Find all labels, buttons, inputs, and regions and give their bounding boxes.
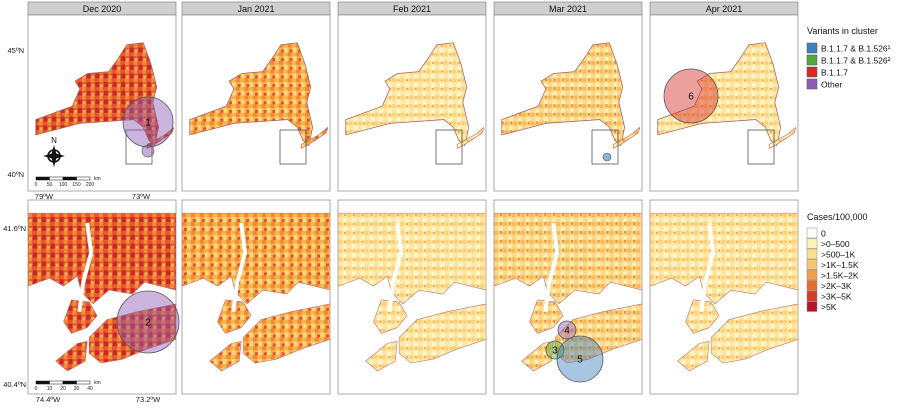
variants-legend: Variants in cluster B.1.1.7 & B.1.526¹ B.1… [806, 26, 891, 90]
legend-swatch [806, 78, 818, 90]
lat-label: 41.6ºN [3, 224, 26, 233]
scale-tick: 0 [35, 386, 38, 392]
cluster-circle [545, 340, 565, 360]
legend-swatch [806, 248, 818, 260]
legend-title: Cases/100,000 [807, 212, 868, 222]
month-label: Feb 2021 [393, 4, 431, 14]
cluster-number: 4 [564, 326, 570, 337]
legend-swatch [806, 280, 818, 291]
legend-label: >2K–3K [821, 281, 852, 291]
legend-swatch [806, 42, 818, 54]
legend-swatch [806, 227, 818, 239]
cluster-circle [556, 335, 604, 383]
cluster-3: 3 [545, 340, 565, 360]
panel-column-2: Jan 2021 [181, 1, 331, 395]
cluster-1: 1 [122, 96, 174, 148]
cluster-circle [116, 290, 180, 354]
cluster-number: 3 [552, 346, 558, 357]
cluster-marker-small [141, 144, 155, 158]
north-label: N [51, 136, 57, 145]
cluster-number: 2 [145, 318, 151, 329]
metro-inset-box [279, 129, 307, 165]
panel-column-4: Mar 2021 [493, 1, 643, 395]
lon-label: 73ºW [132, 192, 151, 201]
metro-inset-box [591, 129, 619, 165]
north-arrow-icon [43, 145, 65, 167]
lon-label: 74.4ºW [36, 395, 61, 404]
legend-swatch [806, 238, 818, 249]
legend-label: B.1.1.7 & B.1.526² [821, 56, 891, 66]
scale-unit: km [94, 176, 101, 182]
scale-tick: 40 [87, 386, 93, 392]
legend-label: >500–1K [821, 250, 856, 260]
legend-label: >3K–5K [821, 292, 852, 302]
metro-inset-box [747, 129, 775, 165]
legend-label: Other [821, 80, 842, 90]
metro-inset-box [435, 129, 463, 165]
legend-swatch [806, 301, 818, 312]
scale-tick: 200 [86, 182, 95, 188]
lat-label: 45ºN [8, 46, 25, 55]
cluster-6: 6 [663, 68, 719, 124]
scale-tick: 50 [47, 182, 53, 188]
lat-label: 40.4ºN [3, 380, 26, 389]
panel-column-5: Apr 2021 [649, 1, 799, 395]
lon-label: 79ºW [35, 192, 54, 201]
legend-label: B.1.1.7 [821, 68, 848, 78]
scale-tick: 100 [59, 182, 68, 188]
cluster-marker-small [602, 152, 612, 162]
lon-label: 73.2ºW [136, 395, 161, 404]
legend-label: >5K [821, 302, 837, 312]
legend-label: >1.5K–2K [821, 271, 859, 281]
scale-tick: 30 [74, 386, 80, 392]
month-label: Dec 2020 [83, 4, 122, 14]
scale-unit: km [94, 380, 101, 386]
lat-label: 40ºN [8, 170, 25, 179]
scale-tick: 10 [47, 386, 53, 392]
month-label: Mar 2021 [549, 4, 587, 14]
legend-label: B.1.1.7 & B.1.526¹ [821, 44, 891, 54]
legend-label: >0–500 [821, 239, 850, 249]
legend-swatch [806, 54, 818, 66]
cluster-circle [557, 320, 577, 340]
cluster-5: 5 [556, 335, 604, 383]
legend-swatch [806, 269, 818, 281]
cases-legend: Cases/100,000 0>0–500>500–1K>1K–1.5K>1.5K… [806, 212, 868, 312]
scale-tick: 150 [72, 182, 81, 188]
cluster-number: 5 [577, 355, 583, 366]
month-label: Apr 2021 [706, 4, 743, 14]
cluster-number: 6 [688, 92, 694, 103]
panel-column-3: Feb 2021 [337, 1, 487, 395]
legend-title: Variants in cluster [807, 26, 878, 36]
scale-tick: 0 [35, 182, 38, 188]
legend-label: >1K–1.5K [821, 260, 859, 270]
cluster-number: 1 [145, 118, 151, 129]
legend-swatch [806, 66, 818, 78]
cluster-2: 2 [116, 290, 180, 354]
cluster-circle [663, 68, 719, 124]
cluster-4: 4 [557, 320, 577, 340]
legend-swatch [806, 290, 818, 302]
legend-swatch [806, 259, 818, 270]
legend-label: 0 [821, 229, 826, 239]
month-label: Jan 2021 [237, 4, 274, 14]
scale-tick: 20 [60, 386, 66, 392]
